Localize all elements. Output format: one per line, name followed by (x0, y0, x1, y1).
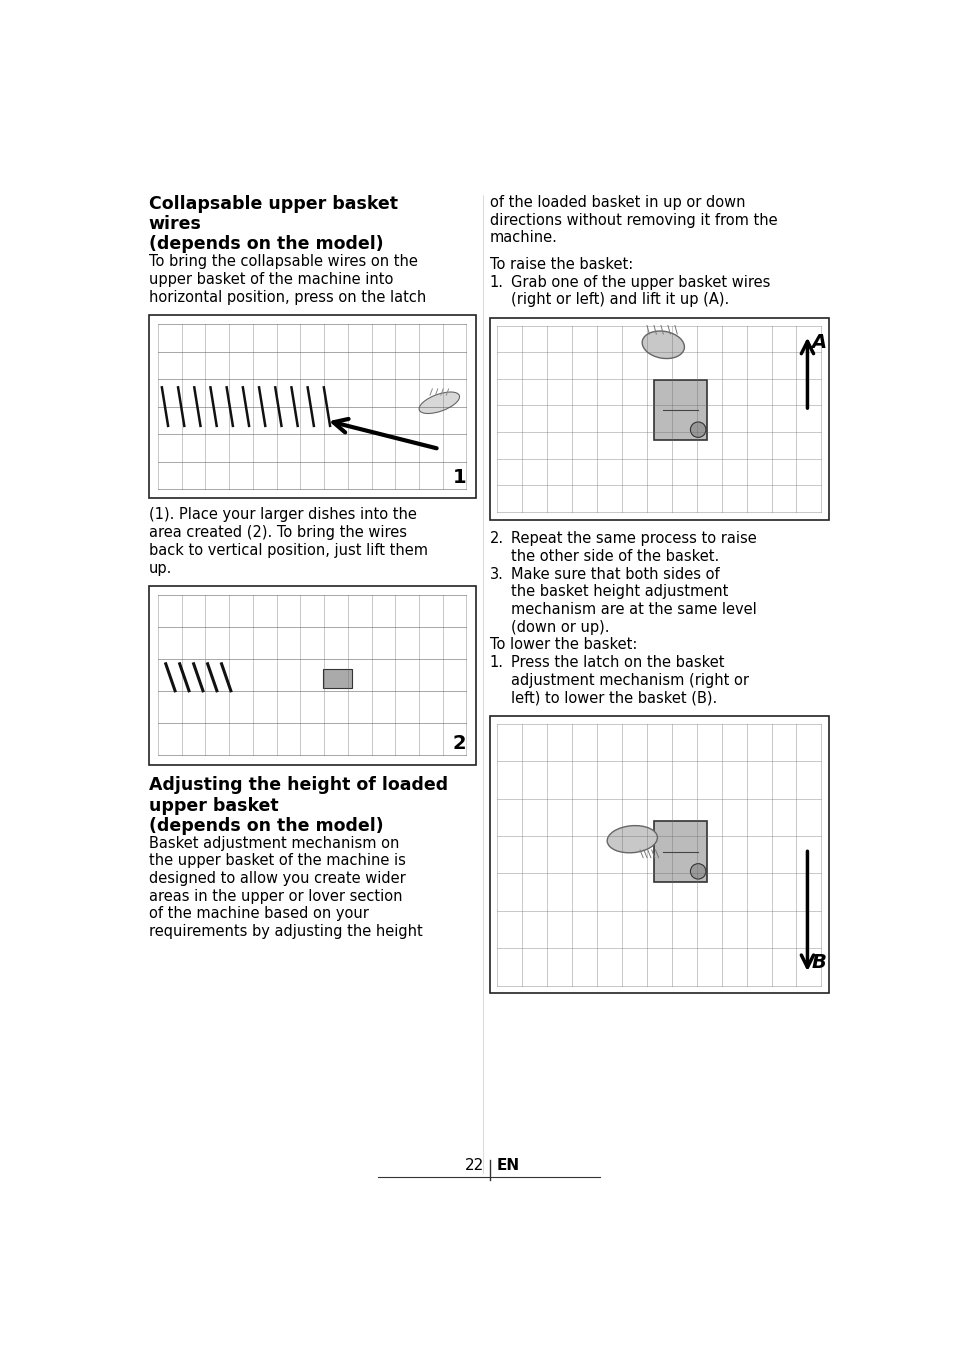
Ellipse shape (641, 330, 683, 359)
Text: Grab one of the upper basket wires: Grab one of the upper basket wires (511, 275, 770, 290)
Text: (1). Place your larger dishes into the: (1). Place your larger dishes into the (149, 508, 416, 523)
Text: 3.: 3. (489, 566, 503, 582)
Text: of the loaded basket in up or down: of the loaded basket in up or down (489, 195, 744, 210)
Text: requirements by adjusting the height: requirements by adjusting the height (149, 925, 422, 940)
Ellipse shape (606, 826, 657, 853)
Text: left) to lower the basket (B).: left) to lower the basket (B). (511, 691, 717, 705)
Text: the upper basket of the machine is: the upper basket of the machine is (149, 853, 405, 868)
FancyBboxPatch shape (654, 379, 707, 440)
Circle shape (690, 864, 705, 879)
Text: of the machine based on your: of the machine based on your (149, 906, 368, 922)
Text: directions without removing it from the: directions without removing it from the (489, 213, 777, 227)
Text: EN: EN (497, 1158, 519, 1173)
Text: To bring the collapsable wires on the: To bring the collapsable wires on the (149, 255, 417, 269)
Text: up.: up. (149, 561, 172, 575)
Text: wires: wires (149, 215, 201, 233)
Ellipse shape (418, 393, 459, 413)
Text: 22: 22 (464, 1158, 484, 1173)
Text: Repeat the same process to raise: Repeat the same process to raise (511, 531, 757, 546)
Bar (149, 315, 476, 498)
FancyBboxPatch shape (323, 669, 352, 688)
Text: mechanism are at the same level: mechanism are at the same level (511, 603, 757, 617)
Text: Basket adjustment mechanism on: Basket adjustment mechanism on (149, 835, 398, 850)
Text: To lower the basket:: To lower the basket: (489, 638, 637, 653)
Text: machine.: machine. (489, 230, 557, 245)
Text: B: B (810, 953, 825, 972)
Text: 2.: 2. (489, 531, 503, 546)
Text: 1.: 1. (489, 275, 503, 290)
Text: designed to allow you create wider: designed to allow you create wider (149, 871, 405, 886)
Text: areas in the upper or lover section: areas in the upper or lover section (149, 888, 402, 903)
Text: the other side of the basket.: the other side of the basket. (511, 548, 719, 563)
Text: (depends on the model): (depends on the model) (149, 236, 383, 253)
Text: horizontal position, press on the latch: horizontal position, press on the latch (149, 290, 425, 305)
Text: Adjusting the height of loaded: Adjusting the height of loaded (149, 776, 447, 795)
Text: area created (2). To bring the wires: area created (2). To bring the wires (149, 525, 406, 540)
Text: To raise the basket:: To raise the basket: (489, 257, 632, 272)
Text: back to vertical position, just lift them: back to vertical position, just lift the… (149, 543, 427, 558)
Text: 2: 2 (453, 734, 466, 753)
Text: Make sure that both sides of: Make sure that both sides of (511, 566, 720, 582)
Bar (489, 716, 828, 994)
Text: Press the latch on the basket: Press the latch on the basket (511, 655, 724, 670)
Text: adjustment mechanism (right or: adjustment mechanism (right or (511, 673, 749, 688)
Text: upper basket: upper basket (149, 796, 278, 815)
Circle shape (690, 422, 705, 437)
Text: (down or up).: (down or up). (511, 620, 609, 635)
Text: upper basket of the machine into: upper basket of the machine into (149, 272, 393, 287)
Text: 1: 1 (453, 467, 466, 486)
Bar (149, 586, 476, 765)
Bar (489, 318, 828, 520)
Text: 1.: 1. (489, 655, 503, 670)
Text: A: A (810, 333, 825, 352)
Text: (depends on the model): (depends on the model) (149, 816, 383, 835)
FancyBboxPatch shape (654, 822, 707, 881)
Text: (right or left) and lift it up (A).: (right or left) and lift it up (A). (511, 292, 729, 307)
Text: the basket height adjustment: the basket height adjustment (511, 585, 728, 600)
Text: Collapsable upper basket: Collapsable upper basket (149, 195, 397, 213)
